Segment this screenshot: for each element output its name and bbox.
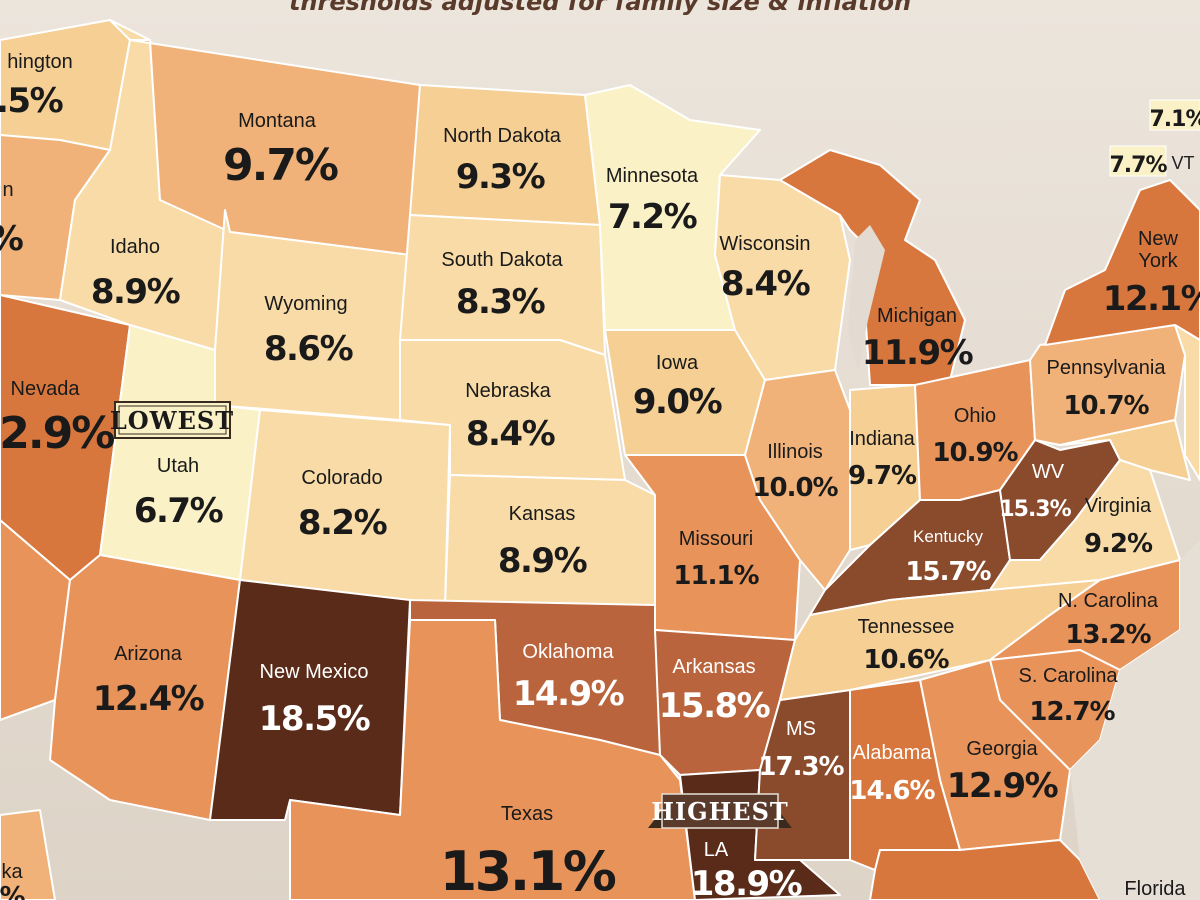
badge-highest-text: HIGHEST [651,797,789,826]
label-ohio-name: Ohio [954,405,996,427]
label-minnesota-name: Minnesota [606,165,699,187]
label-wyoming-name: Wyoming [264,293,347,315]
label-washington-value: 8.5% [0,81,63,121]
label-colorado-value: 8.2% [298,503,387,543]
label-montana-value: 9.7% [223,140,338,191]
callout-new-hampshire: 7.1% [1149,99,1200,132]
label-kansas-value: 8.9% [498,541,587,581]
label-tennessee-name: Tennessee [858,616,955,638]
state-arizona[interactable] [49,554,241,821]
label-kansas-name: Kansas [509,503,576,525]
label-pennsylvania-value: 10.7% [1063,391,1149,421]
label-missouri-name: Missouri [679,528,753,550]
state-kansas[interactable] [444,474,656,606]
label-texas-value: 13.1% [440,840,616,900]
label-new-hampshire-value: 7.1% [1149,107,1200,132]
label-south-carolina-value: 12.7% [1029,697,1115,727]
label-alaska-name: ka [1,861,23,883]
label-minnesota-value: 7.2% [608,197,697,237]
label-new-york-name-1: New [1138,228,1179,250]
state-shapes [0,19,1200,900]
label-missouri-value: 11.1% [673,561,759,591]
label-new-mexico-value: 18.5% [259,699,370,739]
label-virginia-value: 9.2% [1084,529,1153,559]
label-vermont-abbr: VT [1171,153,1194,173]
label-michigan-value: 11.9% [862,333,973,373]
state-north-dakota[interactable] [409,84,601,226]
badge-highest: HIGHEST [648,793,792,829]
label-michigan-name: Michigan [877,305,957,327]
label-south-dakota-name: South Dakota [441,249,563,271]
label-vermont-value: 7.7% [1109,153,1167,178]
label-illinois-value: 10.0% [752,473,838,503]
label-alabama-name: Alabama [853,742,933,764]
label-wisconsin-name: Wisconsin [719,233,810,255]
state-alaska[interactable] [0,809,56,900]
label-arizona-value: 12.4% [93,679,204,719]
label-idaho-name: Idaho [110,236,160,258]
badge-lowest-text: LOWEST [110,406,234,435]
label-new-mexico-name: New Mexico [260,661,369,683]
state-florida[interactable] [869,839,1101,900]
label-indiana-value: 9.7% [848,461,917,491]
label-indiana-name: Indiana [849,428,915,450]
label-iowa-name: Iowa [656,352,699,374]
label-washington-name: hington [7,51,73,73]
label-georgia-value: 12.9% [947,766,1058,806]
label-oregon-name: n [2,179,13,201]
label-nevada-name: Nevada [11,378,81,400]
label-new-york-value: 12.1% [1103,279,1200,319]
label-utah-value: 6.7% [134,491,223,531]
label-colorado-name: Colorado [301,467,382,489]
label-south-carolina-name: S. Carolina [1019,665,1119,687]
label-north-dakota-name: North Dakota [443,125,562,147]
label-texas-name: Texas [501,803,553,825]
label-west-virginia-value: 15.3% [999,497,1071,522]
atlantic-ocean [1070,540,1200,900]
label-kentucky-name: Kentucky [913,527,983,546]
label-oklahoma-name: Oklahoma [522,641,614,663]
state-labels: hington 8.5% n % Montana 9.7% North Dako… [0,51,1200,900]
label-tennessee-value: 10.6% [863,645,949,675]
badge-lowest: LOWEST [110,401,234,439]
label-florida-name: Florida [1124,878,1186,900]
label-wyoming-value: 8.6% [264,329,353,369]
label-arizona-name: Arizona [114,643,183,665]
label-nevada-value: 12.9% [0,408,114,459]
state-new-england[interactable] [1174,324,1200,481]
label-kentucky-value: 15.7% [905,557,991,587]
label-louisiana-abbr: LA [704,839,729,861]
label-ohio-value: 10.9% [932,438,1018,468]
label-oklahoma-value: 14.9% [513,674,624,714]
lake-michigan [848,225,885,370]
label-nebraska-value: 8.4% [466,414,555,454]
callout-vermont: 7.7% VT [1109,145,1195,178]
label-mississippi-value: 17.3% [758,752,844,782]
label-louisiana-value: 18.9% [691,864,802,900]
label-arkansas-name: Arkansas [672,656,755,678]
label-montana-name: Montana [238,110,317,132]
label-iowa-value: 9.0% [633,382,722,422]
label-north-carolina-value: 13.2% [1065,620,1151,650]
label-alaska-value: % [0,882,25,900]
label-north-dakota-value: 9.3% [456,157,545,197]
label-utah-name: Utah [157,455,199,477]
label-new-york-name-2: York [1138,250,1178,272]
map-subtitle: thresholds adjusted for family size & in… [289,0,911,16]
label-georgia-name: Georgia [966,738,1038,760]
label-alabama-value: 14.6% [849,776,935,806]
label-illinois-name: Illinois [767,441,823,463]
label-south-dakota-value: 8.3% [456,282,545,322]
label-idaho-value: 8.9% [91,272,180,312]
label-wisconsin-value: 8.4% [721,264,810,304]
label-nebraska-name: Nebraska [465,380,551,402]
label-oregon-value: % [0,219,23,259]
label-arkansas-value: 15.8% [659,686,770,726]
label-virginia-name: Virginia [1085,495,1152,517]
label-pennsylvania-name: Pennsylvania [1047,357,1167,379]
label-mississippi-abbr: MS [786,718,816,740]
label-north-carolina-name: N. Carolina [1058,590,1159,612]
label-west-virginia-abbr: WV [1032,461,1065,483]
